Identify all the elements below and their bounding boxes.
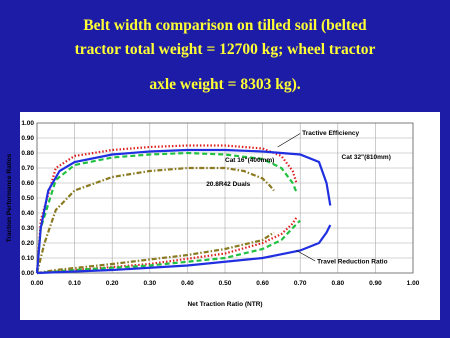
y-axis-label: Traction Performance Ratios (6, 153, 13, 242)
title-line: Belt width comparison on tilled soil (be… (83, 17, 367, 34)
y-tick-label: 0.20 (21, 240, 34, 247)
series-label: Cat 32"(810mm) (342, 154, 391, 161)
x-tick-label: 0.50 (219, 280, 232, 287)
curve (36, 224, 332, 275)
annotation-pointer (296, 250, 316, 262)
y-tick-label: 0.40 (21, 210, 34, 217)
title-line: axle weight = 8303 kg). (149, 76, 300, 93)
curve (36, 219, 301, 275)
y-tick-label: 0.90 (21, 135, 34, 142)
x-tick-label: 0.30 (143, 280, 156, 287)
series-label: Cat 16"(400mm) (225, 157, 274, 164)
x-tick-label: 0.80 (331, 280, 344, 287)
y-tick-label: 0.00 (21, 270, 34, 277)
curve (35, 166, 275, 274)
x-tick-label: 0.70 (294, 280, 307, 287)
annotation: Travel Reduction Ratio (317, 258, 387, 265)
curve (35, 148, 332, 274)
title-line: tractor total weight = 12700 kg; wheel t… (75, 41, 376, 58)
annotation-pointer (277, 133, 301, 148)
y-tick-label: 0.10 (21, 255, 34, 262)
x-axis-label: Net Traction Ratio (NTR) (187, 301, 262, 308)
curve (35, 144, 298, 274)
annotation: Tractive Efficiency (302, 130, 359, 137)
curve (35, 151, 298, 274)
series-label: 20.8R42 Duals (206, 181, 250, 188)
x-tick-label: 0.40 (181, 280, 194, 287)
y-tick-label: 0.30 (21, 225, 34, 232)
x-tick-label: 0.90 (369, 280, 382, 287)
x-tick-label: 0.00 (31, 280, 44, 287)
chart-panel (20, 112, 440, 320)
x-tick-label: 0.10 (68, 280, 81, 287)
y-tick-label: 0.70 (21, 165, 34, 172)
y-tick-label: 0.80 (21, 150, 34, 157)
y-tick-label: 0.60 (21, 180, 34, 187)
y-tick-label: 0.50 (21, 195, 34, 202)
x-tick-label: 0.20 (106, 280, 119, 287)
x-tick-label: 1.00 (407, 280, 420, 287)
x-tick-label: 0.60 (256, 280, 269, 287)
curve (36, 231, 275, 275)
y-tick-label: 1.00 (21, 120, 34, 127)
plot-frame (36, 122, 414, 274)
